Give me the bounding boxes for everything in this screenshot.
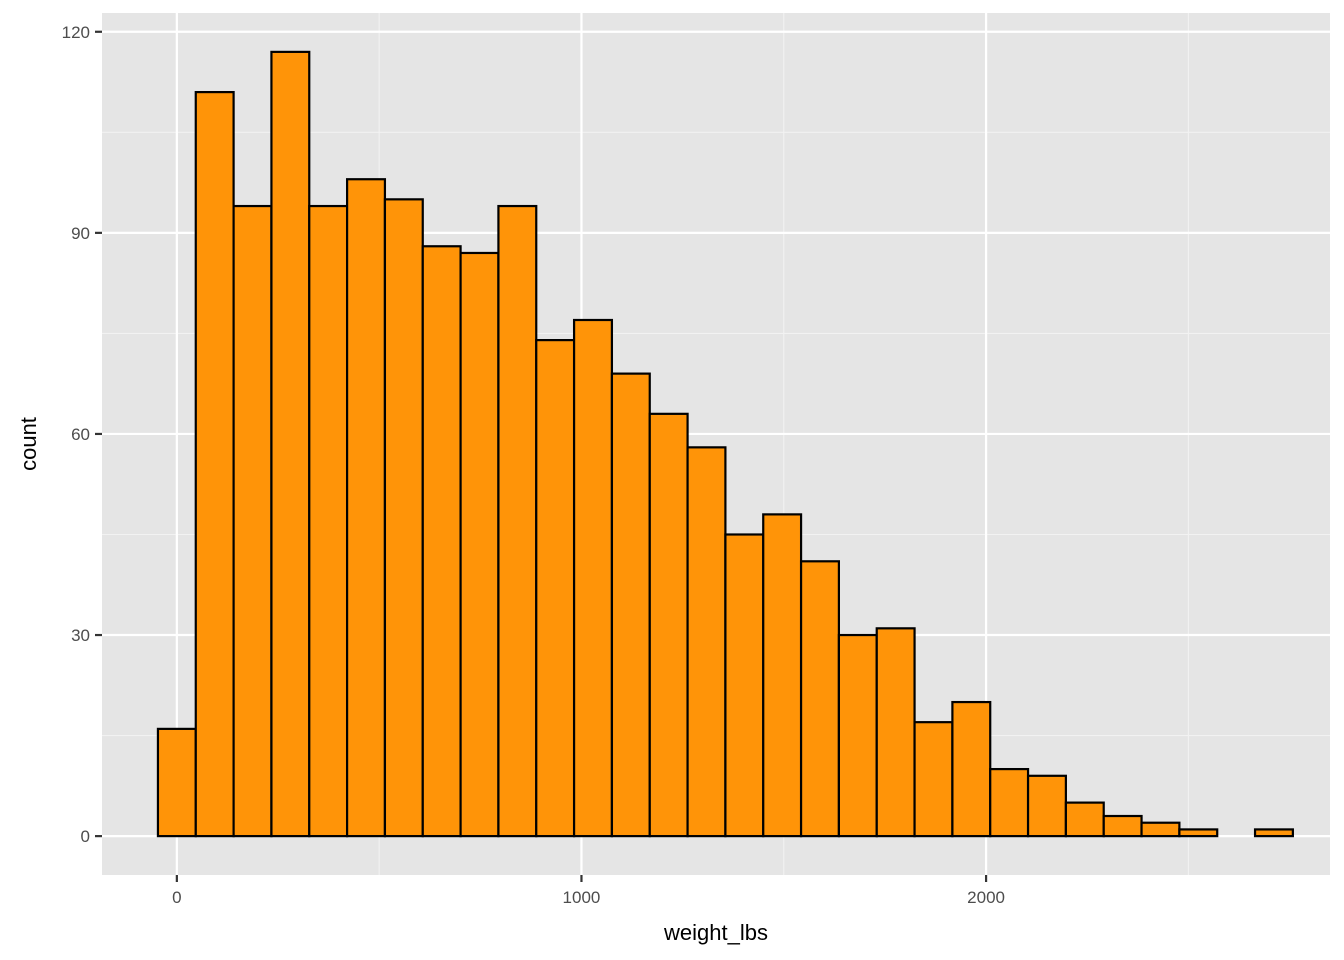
x-axis: 0 1000 2000 — [172, 875, 1005, 907]
histogram-bar-15 — [724, 533, 765, 838]
histogram-bar-25 — [1102, 814, 1143, 838]
y-tick-label: 120 — [62, 23, 90, 42]
histogram-bar-29 — [1253, 828, 1294, 838]
x-axis-title: weight_lbs — [663, 920, 768, 945]
histogram-bar-11 — [572, 318, 614, 838]
histogram-bar-23 — [1026, 774, 1067, 838]
histogram-bar-14 — [686, 446, 727, 838]
histogram-bar-5 — [345, 178, 387, 838]
histogram-bar-13 — [648, 412, 689, 838]
histogram-bar-16 — [762, 513, 803, 838]
y-tick-label: 90 — [71, 224, 90, 243]
y-axis: 0 30 60 90 120 — [62, 23, 102, 846]
y-tick-label: 30 — [71, 626, 90, 645]
histogram-bar-10 — [535, 339, 576, 838]
histogram-bar-20 — [913, 721, 954, 838]
histogram-bar-18 — [837, 633, 878, 838]
histogram-bar-2 — [232, 204, 273, 838]
histogram-bar-26 — [1140, 821, 1181, 838]
histogram-bars — [156, 50, 1294, 838]
histogram-bar-4 — [308, 204, 349, 838]
y-tick-label: 0 — [81, 827, 90, 846]
y-axis-title: count — [16, 417, 41, 471]
histogram-bar-22 — [989, 767, 1030, 838]
histogram-bar-24 — [1064, 801, 1105, 838]
histogram-bar-7 — [421, 245, 462, 838]
histogram-bar-6 — [383, 198, 424, 838]
x-tick-label: 1000 — [563, 888, 601, 907]
histogram-bar-0 — [156, 727, 197, 838]
histogram-bar-12 — [610, 372, 651, 838]
histogram-bar-21 — [951, 700, 992, 838]
histogram-bar-3 — [270, 50, 311, 838]
x-tick-label: 0 — [172, 888, 181, 907]
x-tick-label: 2000 — [967, 888, 1005, 907]
histogram-bar-27 — [1178, 828, 1219, 838]
y-tick-label: 60 — [71, 425, 90, 444]
histogram-bar-17 — [799, 560, 841, 838]
histogram-bar-8 — [459, 251, 500, 838]
histogram-bar-19 — [875, 627, 916, 838]
histogram-bar-9 — [497, 204, 538, 838]
histogram-bar-1 — [194, 90, 235, 838]
